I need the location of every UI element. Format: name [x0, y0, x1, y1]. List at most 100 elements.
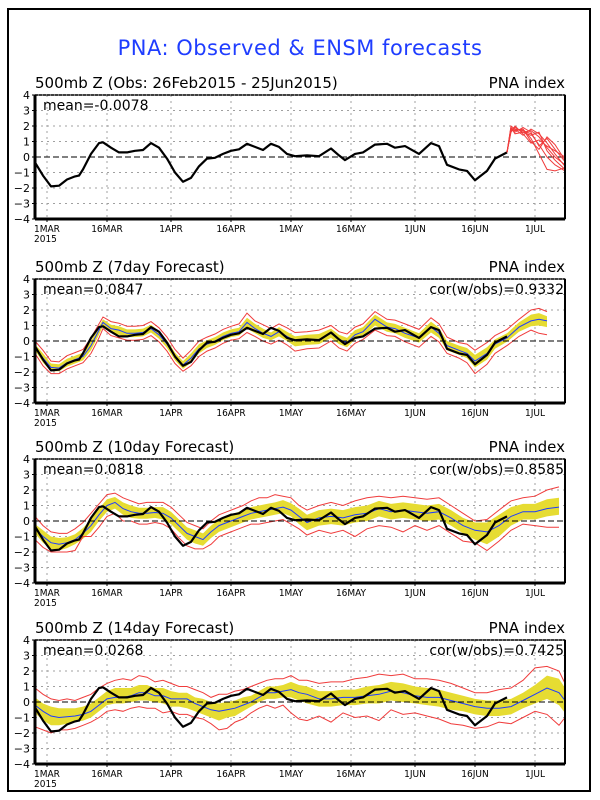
y-tick-label: −1: [14, 531, 30, 544]
x-tick-label: 16JUN: [461, 588, 488, 599]
y-tick-label: −2: [14, 546, 30, 559]
panel-title: 500mb Z (10day Forecast): [35, 438, 234, 456]
y-tick-label: 4: [23, 273, 30, 286]
y-tick-label: 4: [23, 89, 30, 102]
ensemble-member-line: [506, 125, 566, 167]
x-tick-label: 1JUL: [525, 588, 545, 599]
panel-2: 500mb Z (7day Forecast) PNA index −4 −3 −2 −1…: [14, 258, 566, 429]
mean-label: mean=0.0268: [43, 643, 143, 659]
member-min-line: [34, 512, 559, 553]
y-tick-label: 1: [23, 320, 30, 333]
y-tick-label: −1: [14, 351, 30, 364]
y-tick-label: −4: [14, 758, 30, 771]
x-tick-label: 16MAY: [336, 224, 367, 235]
y-tick-label: 1: [23, 136, 30, 149]
ensemble-member-line: [506, 126, 566, 170]
x-tick-sublabel: 2015: [34, 234, 57, 245]
y-tick-label: 0: [23, 696, 30, 709]
panel-3: 500mb Z (10day Forecast) PNA index −4 −3 −2 −…: [14, 438, 566, 609]
y-tick-label: −1: [14, 167, 30, 180]
x-tick-label: 1APR: [159, 769, 183, 780]
member-max-line: [34, 665, 566, 702]
x-tick-label: 1MAR: [34, 769, 60, 780]
ensemble-member-line: [506, 126, 566, 172]
x-tick-label: 1MAY: [279, 769, 304, 780]
y-tick-label: 2: [23, 484, 30, 497]
x-tick-label: 1MAY: [279, 408, 304, 419]
observed-line: [34, 141, 508, 188]
panel-right-title: PNA index: [489, 74, 565, 92]
y-tick-label: 2: [23, 120, 30, 133]
y-tick-label: 0: [23, 515, 30, 528]
x-tick-label: 1MAR: [34, 408, 60, 419]
correlation-label: cor(w/obs)=0.7425: [429, 643, 564, 659]
x-tick-label: 1JUL: [525, 224, 545, 235]
mean-label: mean=0.0818: [43, 462, 143, 478]
panel-right-title: PNA index: [489, 258, 565, 276]
ensemble-member-line: [506, 128, 566, 161]
observed-line: [34, 686, 508, 733]
mean-label: mean=0.0847: [43, 282, 143, 298]
y-tick-label: 1: [23, 681, 30, 694]
y-tick-label: −4: [14, 397, 30, 410]
panel-1: 500mb Z (Obs: 26Feb2015 - 25Jun2015) PNA …: [14, 74, 566, 245]
x-tick-label: 16APR: [216, 408, 245, 419]
x-tick-label: 16JUN: [461, 224, 488, 235]
panel-right-title: PNA index: [489, 438, 565, 456]
x-tick-label: 16APR: [216, 769, 245, 780]
x-tick-label: 1JUL: [525, 408, 545, 419]
x-tick-label: 1APR: [159, 224, 183, 235]
y-tick-label: −2: [14, 182, 30, 195]
spread-band: [35, 313, 547, 372]
x-tick-label: 16JUN: [461, 408, 488, 419]
x-tick-label: 1MAY: [279, 224, 304, 235]
x-tick-label: 16JUN: [461, 769, 488, 780]
x-tick-label: 16MAY: [336, 408, 367, 419]
y-tick-label: −3: [14, 198, 30, 211]
y-tick-label: −3: [14, 382, 30, 395]
panel-title: 500mb Z (7day Forecast): [35, 258, 225, 276]
x-tick-label: 16MAR: [91, 408, 123, 419]
member-max-line: [34, 486, 560, 534]
ensemble-member-line: [506, 128, 566, 172]
x-tick-label: 16MAY: [336, 588, 367, 599]
ensemble-mean-line: [34, 501, 560, 545]
y-tick-label: 4: [23, 453, 30, 466]
y-tick-label: 3: [23, 105, 30, 118]
y-tick-label: −2: [14, 727, 30, 740]
x-tick-label: 1JUN: [404, 769, 426, 780]
y-tick-label: 2: [23, 304, 30, 317]
member-min-line: [34, 704, 566, 734]
y-tick-label: 4: [23, 634, 30, 647]
x-tick-label: 16MAR: [91, 588, 123, 599]
observed-line: [34, 325, 508, 372]
member-max-line: [34, 307, 548, 363]
y-tick-label: 2: [23, 665, 30, 678]
y-tick-label: −1: [14, 712, 30, 725]
y-tick-label: −4: [14, 213, 30, 226]
x-tick-label: 16MAR: [91, 769, 123, 780]
y-tick-label: −2: [14, 366, 30, 379]
y-tick-label: 3: [23, 289, 30, 302]
x-tick-sublabel: 2015: [34, 418, 57, 429]
mean-label: mean=-0.0078: [43, 98, 148, 114]
panel-4: 500mb Z (14day Forecast) PNA index −4 −3 −2 −…: [14, 619, 566, 790]
x-tick-label: 1JUN: [404, 224, 426, 235]
y-tick-label: 0: [23, 151, 30, 164]
x-tick-label: 16APR: [216, 224, 245, 235]
panel-title: 500mb Z (Obs: 26Feb2015 - 25Jun2015): [35, 74, 338, 92]
x-tick-sublabel: 2015: [34, 598, 57, 609]
x-tick-label: 1MAY: [279, 588, 304, 599]
page-title: PNA: Observed & ENSM forecasts: [117, 36, 483, 60]
panel-right-title: PNA index: [489, 619, 565, 637]
x-tick-sublabel: 2015: [34, 779, 57, 790]
x-tick-label: 16MAR: [91, 224, 123, 235]
x-tick-label: 1MAR: [34, 588, 60, 599]
x-tick-label: 16MAY: [336, 769, 367, 780]
x-tick-label: 1APR: [159, 408, 183, 419]
panel-title: 500mb Z (14day Forecast): [35, 619, 234, 637]
y-tick-label: −3: [14, 562, 30, 575]
x-tick-label: 1JUL: [525, 769, 545, 780]
x-tick-label: 1JUN: [404, 408, 426, 419]
